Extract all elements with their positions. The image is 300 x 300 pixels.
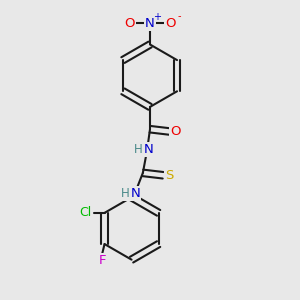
Text: O: O [124, 16, 135, 30]
Text: N: N [130, 187, 140, 200]
Text: N: N [143, 143, 153, 156]
Text: O: O [165, 16, 175, 30]
Text: +: + [152, 11, 160, 22]
Text: H: H [134, 143, 142, 156]
Text: -: - [178, 11, 181, 21]
Text: Cl: Cl [79, 206, 92, 219]
Text: H: H [121, 187, 129, 200]
Text: S: S [165, 169, 173, 182]
Text: F: F [98, 254, 106, 267]
Text: N: N [145, 17, 155, 30]
Text: O: O [170, 125, 181, 138]
